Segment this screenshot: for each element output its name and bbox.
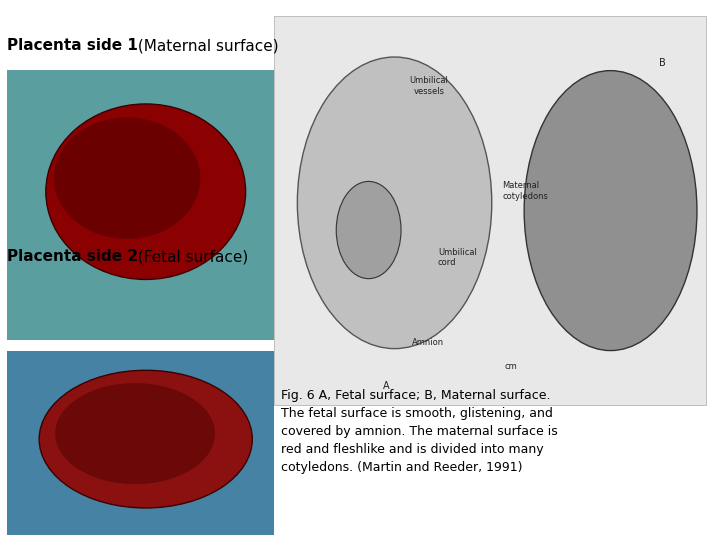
- Text: Umbilical
cord: Umbilical cord: [438, 247, 477, 267]
- Text: A: A: [382, 381, 390, 390]
- FancyBboxPatch shape: [274, 16, 706, 405]
- Ellipse shape: [54, 118, 200, 239]
- Ellipse shape: [297, 57, 492, 349]
- Text: Umbilical
vessels: Umbilical vessels: [410, 77, 449, 96]
- Text: Placenta side 1: Placenta side 1: [7, 38, 138, 53]
- Text: B: B: [659, 58, 666, 68]
- Ellipse shape: [46, 104, 246, 280]
- Text: Placenta side 2: Placenta side 2: [7, 249, 138, 264]
- FancyBboxPatch shape: [7, 70, 274, 340]
- Text: (Maternal surface): (Maternal surface): [133, 38, 279, 53]
- Text: Maternal
cotyledons: Maternal cotyledons: [503, 181, 549, 201]
- Text: Amnion: Amnion: [412, 338, 444, 347]
- Text: cm: cm: [505, 362, 518, 370]
- Ellipse shape: [524, 71, 697, 350]
- FancyBboxPatch shape: [7, 351, 274, 535]
- Text: Fig. 6 A, Fetal surface; B, Maternal surface.
The fetal surface is smooth, glist: Fig. 6 A, Fetal surface; B, Maternal sur…: [281, 389, 557, 474]
- Ellipse shape: [39, 370, 252, 508]
- Ellipse shape: [55, 383, 215, 484]
- Ellipse shape: [336, 181, 401, 279]
- Text: (Fetal surface): (Fetal surface): [133, 249, 248, 264]
